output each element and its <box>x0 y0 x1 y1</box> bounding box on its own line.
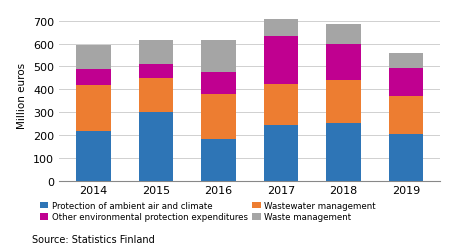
Bar <box>326 123 360 181</box>
Bar <box>139 65 173 79</box>
Bar <box>76 70 111 85</box>
Bar <box>389 135 423 181</box>
Bar <box>139 41 173 65</box>
Text: Source: Statistics Finland: Source: Statistics Finland <box>32 234 154 244</box>
Bar <box>389 53 423 68</box>
Bar <box>389 97 423 135</box>
Bar <box>201 139 236 181</box>
Bar <box>264 20 298 37</box>
Bar <box>201 94 236 139</box>
Bar <box>326 44 360 81</box>
Bar <box>76 46 111 70</box>
Bar <box>76 85 111 131</box>
Legend: Protection of ambient air and climate, Other environmental protection expenditur: Protection of ambient air and climate, O… <box>36 198 379 225</box>
Bar <box>201 41 236 73</box>
Bar <box>389 68 423 97</box>
Bar <box>201 73 236 94</box>
Y-axis label: Million euros: Million euros <box>17 63 28 129</box>
Bar <box>139 79 173 113</box>
Bar <box>264 85 298 125</box>
Bar <box>264 125 298 181</box>
Bar <box>326 25 360 44</box>
Bar <box>326 81 360 123</box>
Bar <box>76 131 111 181</box>
Bar <box>139 113 173 181</box>
Bar <box>264 37 298 85</box>
